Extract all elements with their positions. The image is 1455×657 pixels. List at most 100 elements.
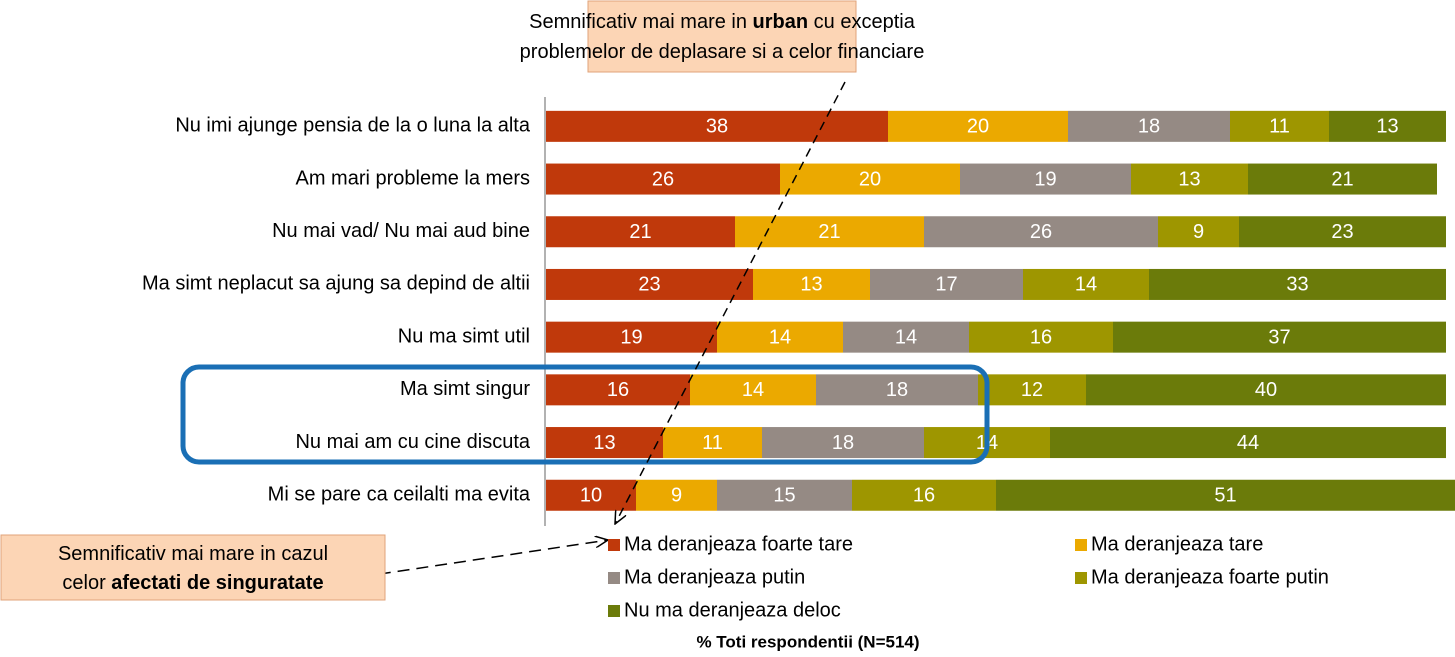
data-label: 18 <box>886 379 908 401</box>
bar-segment <box>924 216 1158 248</box>
data-label: 13 <box>1178 168 1200 190</box>
bar-segment <box>636 479 717 511</box>
data-label: 11 <box>1269 116 1290 138</box>
data-label: 17 <box>935 274 957 296</box>
bar-segment <box>1230 110 1329 142</box>
data-label: 14 <box>1075 274 1097 296</box>
data-label: 13 <box>593 432 615 454</box>
data-label: 14 <box>895 326 917 348</box>
bar-segment <box>546 163 780 195</box>
bar-segment <box>1248 163 1437 195</box>
legend-label: Ma deranjeaza foarte putin <box>1091 566 1329 588</box>
bar-segment <box>546 110 888 142</box>
legend-swatch <box>608 539 620 551</box>
bar-segment <box>1158 216 1239 248</box>
bar-segment <box>852 479 996 511</box>
bar-segment <box>969 321 1113 353</box>
legend-swatch <box>1075 539 1087 551</box>
bar-segment <box>1239 216 1446 248</box>
bar-segment <box>762 427 924 459</box>
data-label: 23 <box>638 274 660 296</box>
data-label: 23 <box>1331 221 1353 243</box>
annotation-box <box>587 0 857 73</box>
legend-swatch <box>608 605 620 617</box>
data-label: 51 <box>1214 485 1236 507</box>
arrow <box>359 540 608 578</box>
bar-segment <box>1113 321 1446 353</box>
bar-segment <box>1023 268 1149 300</box>
annotation-text: urban <box>753 11 809 33</box>
legend-label: Nu ma deranjeaza deloc <box>624 599 841 621</box>
bar-segment <box>690 374 816 406</box>
data-label: 37 <box>1268 326 1290 348</box>
legend-label: Ma deranjeaza foarte tare <box>624 533 853 555</box>
bar-segment <box>1086 374 1446 406</box>
legend-swatch <box>608 572 620 584</box>
bar-segment <box>1149 268 1446 300</box>
legend-swatch <box>1075 572 1087 584</box>
note: % Toti respondentii (N=514) <box>696 632 919 651</box>
y-tick-label: Nu imi ajunge pensia de la o luna la alt… <box>175 115 531 137</box>
data-label: 38 <box>706 116 728 138</box>
annotation-text: problemelor de deplasare si a celor fina… <box>520 41 925 63</box>
data-label: 9 <box>671 485 682 507</box>
bar-segment <box>1329 110 1446 142</box>
data-label: 33 <box>1286 274 1308 296</box>
annotation-text: Semnificativ mai mare in cazul <box>58 543 328 565</box>
bar-segment <box>1131 163 1248 195</box>
data-label: 9 <box>1193 221 1204 243</box>
annotation: Semnificativ mai mare in cazul <box>58 543 328 565</box>
bar-segment <box>1050 427 1446 459</box>
data-label: 19 <box>1034 168 1056 190</box>
y-tick-label: Mi se pare ca ceilalti ma evita <box>268 484 531 506</box>
data-label: 44 <box>1237 432 1259 454</box>
data-label: 14 <box>742 379 764 401</box>
bar-segment <box>870 268 1023 300</box>
data-label: 21 <box>629 221 651 243</box>
bar-segment <box>816 374 978 406</box>
data-label: 13 <box>1376 116 1398 138</box>
data-label: 20 <box>859 168 881 190</box>
annotation-box <box>0 534 386 601</box>
data-label: 40 <box>1255 379 1277 401</box>
arrow <box>615 81 846 524</box>
bar-segment <box>996 479 1455 511</box>
y-tick-label: Nu mai am cu cine discuta <box>295 431 530 453</box>
data-label: 26 <box>652 168 674 190</box>
bar-segment <box>546 374 690 406</box>
bar-segment <box>717 479 852 511</box>
data-label: 11 <box>702 432 723 454</box>
annotation: Semnificativ mai mare in urban cu except… <box>529 11 916 33</box>
annotation-text: celor <box>62 572 111 594</box>
y-tick-label: Nu mai vad/ Nu mai aud bine <box>272 220 530 242</box>
data-label: 19 <box>620 326 642 348</box>
legend-label: Ma deranjeaza putin <box>624 566 805 588</box>
bar-segment <box>546 427 663 459</box>
data-label: 14 <box>769 326 791 348</box>
data-label: 10 <box>580 485 602 507</box>
bar-segment <box>753 268 870 300</box>
annotation: problemelor de deplasare si a celor fina… <box>520 41 925 63</box>
data-label: 18 <box>832 432 854 454</box>
bar-segment <box>546 268 753 300</box>
data-label: 21 <box>818 221 840 243</box>
bar-segment <box>546 216 735 248</box>
data-label: 12 <box>1021 379 1043 401</box>
data-label: 21 <box>1331 168 1353 190</box>
annotation-text: afectati de singuratate <box>111 572 323 594</box>
annotation-text: Semnificativ mai mare in <box>529 11 752 33</box>
data-label: 16 <box>913 485 935 507</box>
data-label: 20 <box>967 116 989 138</box>
data-label: 13 <box>800 274 822 296</box>
y-tick-label: Ma simt neplacut sa ajung sa depind de a… <box>142 273 530 295</box>
data-label: 16 <box>1030 326 1052 348</box>
bar-segment <box>888 110 1068 142</box>
bar-segment <box>546 321 717 353</box>
bar-segment <box>780 163 960 195</box>
y-tick-label: Am mari probleme la mers <box>295 167 530 189</box>
data-label: 18 <box>1138 116 1160 138</box>
bar-segment <box>960 163 1131 195</box>
bar-segment <box>978 374 1086 406</box>
bar-segment <box>843 321 969 353</box>
